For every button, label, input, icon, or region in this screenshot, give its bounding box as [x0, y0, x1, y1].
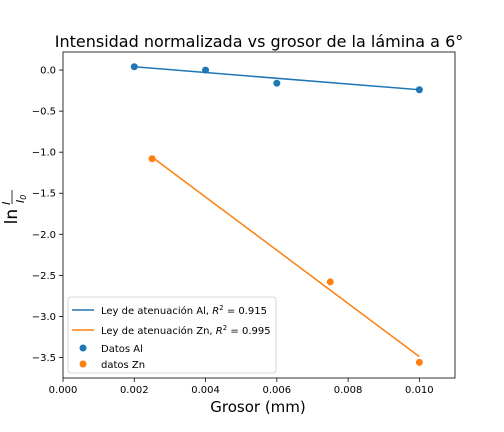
- legend-box: [67, 296, 277, 374]
- data-point-zn: [148, 155, 156, 163]
- x-tick-label: 0.004: [191, 385, 220, 396]
- y-axis-label-denominator-sub: 0: [19, 195, 28, 200]
- y-tick-label: −3.0: [32, 312, 56, 323]
- y-axis-label-denominator: I: [14, 200, 27, 203]
- legend-label-fit-al-text: Ley de atenuación Al,: [101, 305, 212, 317]
- y-tick-label: −1.0: [32, 148, 56, 159]
- legend-label-fit-al-value: = 0.915: [224, 306, 267, 317]
- x-axis-label: Grosor (mm): [210, 398, 306, 416]
- legend-label-fit-al-r: R: [212, 306, 219, 317]
- data-point-zn: [326, 278, 334, 286]
- y-tick-label: 0.0: [40, 66, 56, 77]
- data-point-zn: [415, 358, 423, 366]
- y-tick-label: −3.5: [32, 353, 56, 364]
- data-points: [130, 63, 423, 366]
- x-tick-label: 0.006: [262, 385, 291, 396]
- legend-label-fit-zn-r: R: [216, 326, 223, 337]
- y-axis-label-numerator: I: [0, 202, 13, 205]
- svg-text:I0: I0: [14, 195, 28, 203]
- legend: Ley de atenuación Al, R2 = 0.915 Ley de …: [67, 296, 277, 374]
- x-tick-label: 0.008: [334, 385, 363, 396]
- svg-text:lnI: ln I: [0, 202, 22, 225]
- x-tick-label: 0.002: [120, 385, 149, 396]
- legend-label-datos-al: Datos Al: [101, 344, 143, 355]
- y-axis: 0.0 −0.5 −1.0 −1.5 −2.0 −2.5 −3.0 −3.5: [32, 66, 63, 364]
- data-point-al: [273, 79, 281, 87]
- y-tick-label: −2.5: [32, 271, 56, 282]
- data-point-al: [202, 66, 210, 74]
- legend-label-fit-al-exp: 2: [219, 304, 223, 312]
- data-point-al: [130, 63, 138, 71]
- x-tick-label: 0.000: [49, 385, 78, 396]
- legend-label-datos-zn: datos Zn: [101, 360, 145, 371]
- legend-label-fit-zn-exp: 2: [223, 324, 227, 332]
- fit-line-al: [134, 66, 420, 91]
- legend-label-fit-al: Ley de atenuación Al, R2 = 0.915: [101, 304, 267, 317]
- y-tick-label: −2.0: [32, 230, 56, 241]
- fit-line-zn: [151, 156, 420, 358]
- y-axis-label: lnI I0: [0, 190, 28, 224]
- x-axis: 0.000 0.002 0.004 0.006 0.008 0.010: [49, 378, 434, 396]
- fit-lines: [134, 66, 420, 358]
- legend-label-fit-zn-text: Ley de atenuación Zn,: [101, 325, 216, 337]
- legend-label-fit-zn-value: = 0.995: [227, 326, 270, 337]
- legend-label-fit-zn: Ley de atenuación Zn, R2 = 0.995: [101, 324, 271, 337]
- y-axis-label-ln: ln: [2, 209, 22, 225]
- data-point-al: [415, 86, 423, 94]
- legend-marker-al: [79, 344, 87, 352]
- x-tick-label: 0.010: [405, 385, 434, 396]
- legend-marker-zn: [79, 360, 87, 368]
- chart-title: Intensidad normalizada vs grosor de la l…: [55, 32, 464, 51]
- y-tick-label: −1.5: [32, 189, 56, 200]
- y-tick-label: −0.5: [32, 107, 56, 118]
